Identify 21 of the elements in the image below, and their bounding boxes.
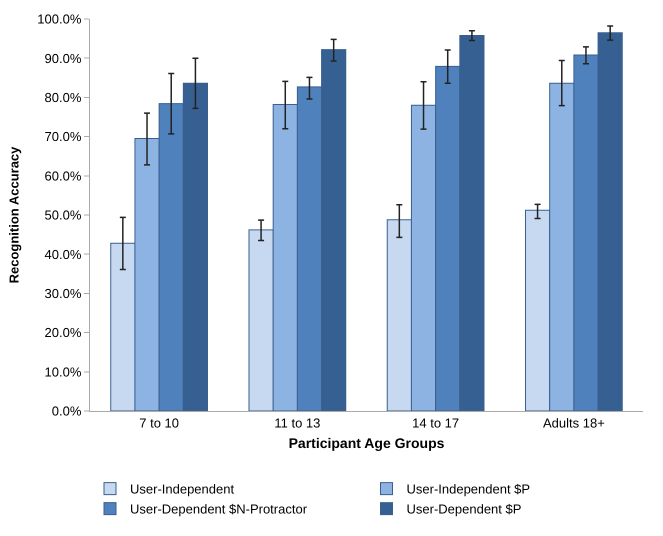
y-tick-label: 80.0% <box>44 90 82 105</box>
legend-label: User-Dependent $N-Protractor <box>130 502 308 517</box>
legend-label: User-Independent $P <box>406 482 530 497</box>
y-tick-label: 60.0% <box>44 168 82 184</box>
x-tick-label: 11 to 13 <box>274 416 320 431</box>
legend-label: User-Dependent $P <box>406 502 522 517</box>
y-tick-label: 30.0% <box>44 286 82 301</box>
y-axis-title: Recognition Accuracy <box>6 146 22 284</box>
y-tick-label: 10.0% <box>44 364 82 380</box>
y-tick-label: 0.0% <box>52 404 82 419</box>
y-tick-label: 90.0% <box>44 50 82 66</box>
y-tick-label: 70.0% <box>44 129 82 144</box>
legend-label: User-Independent <box>130 482 234 497</box>
y-tick-label: 50.0% <box>44 208 82 223</box>
x-tick-label: Adults 18+ <box>542 416 605 431</box>
x-tick-label: 14 to 17 <box>412 416 460 431</box>
x-axis-title: Participant Age Groups <box>288 434 445 451</box>
y-tick-label: 40.0% <box>44 246 82 262</box>
x-tick-label: 7 to 10 <box>139 416 180 431</box>
y-tick-label: 100.0% <box>37 12 82 27</box>
y-tick-label: 20.0% <box>44 325 82 340</box>
